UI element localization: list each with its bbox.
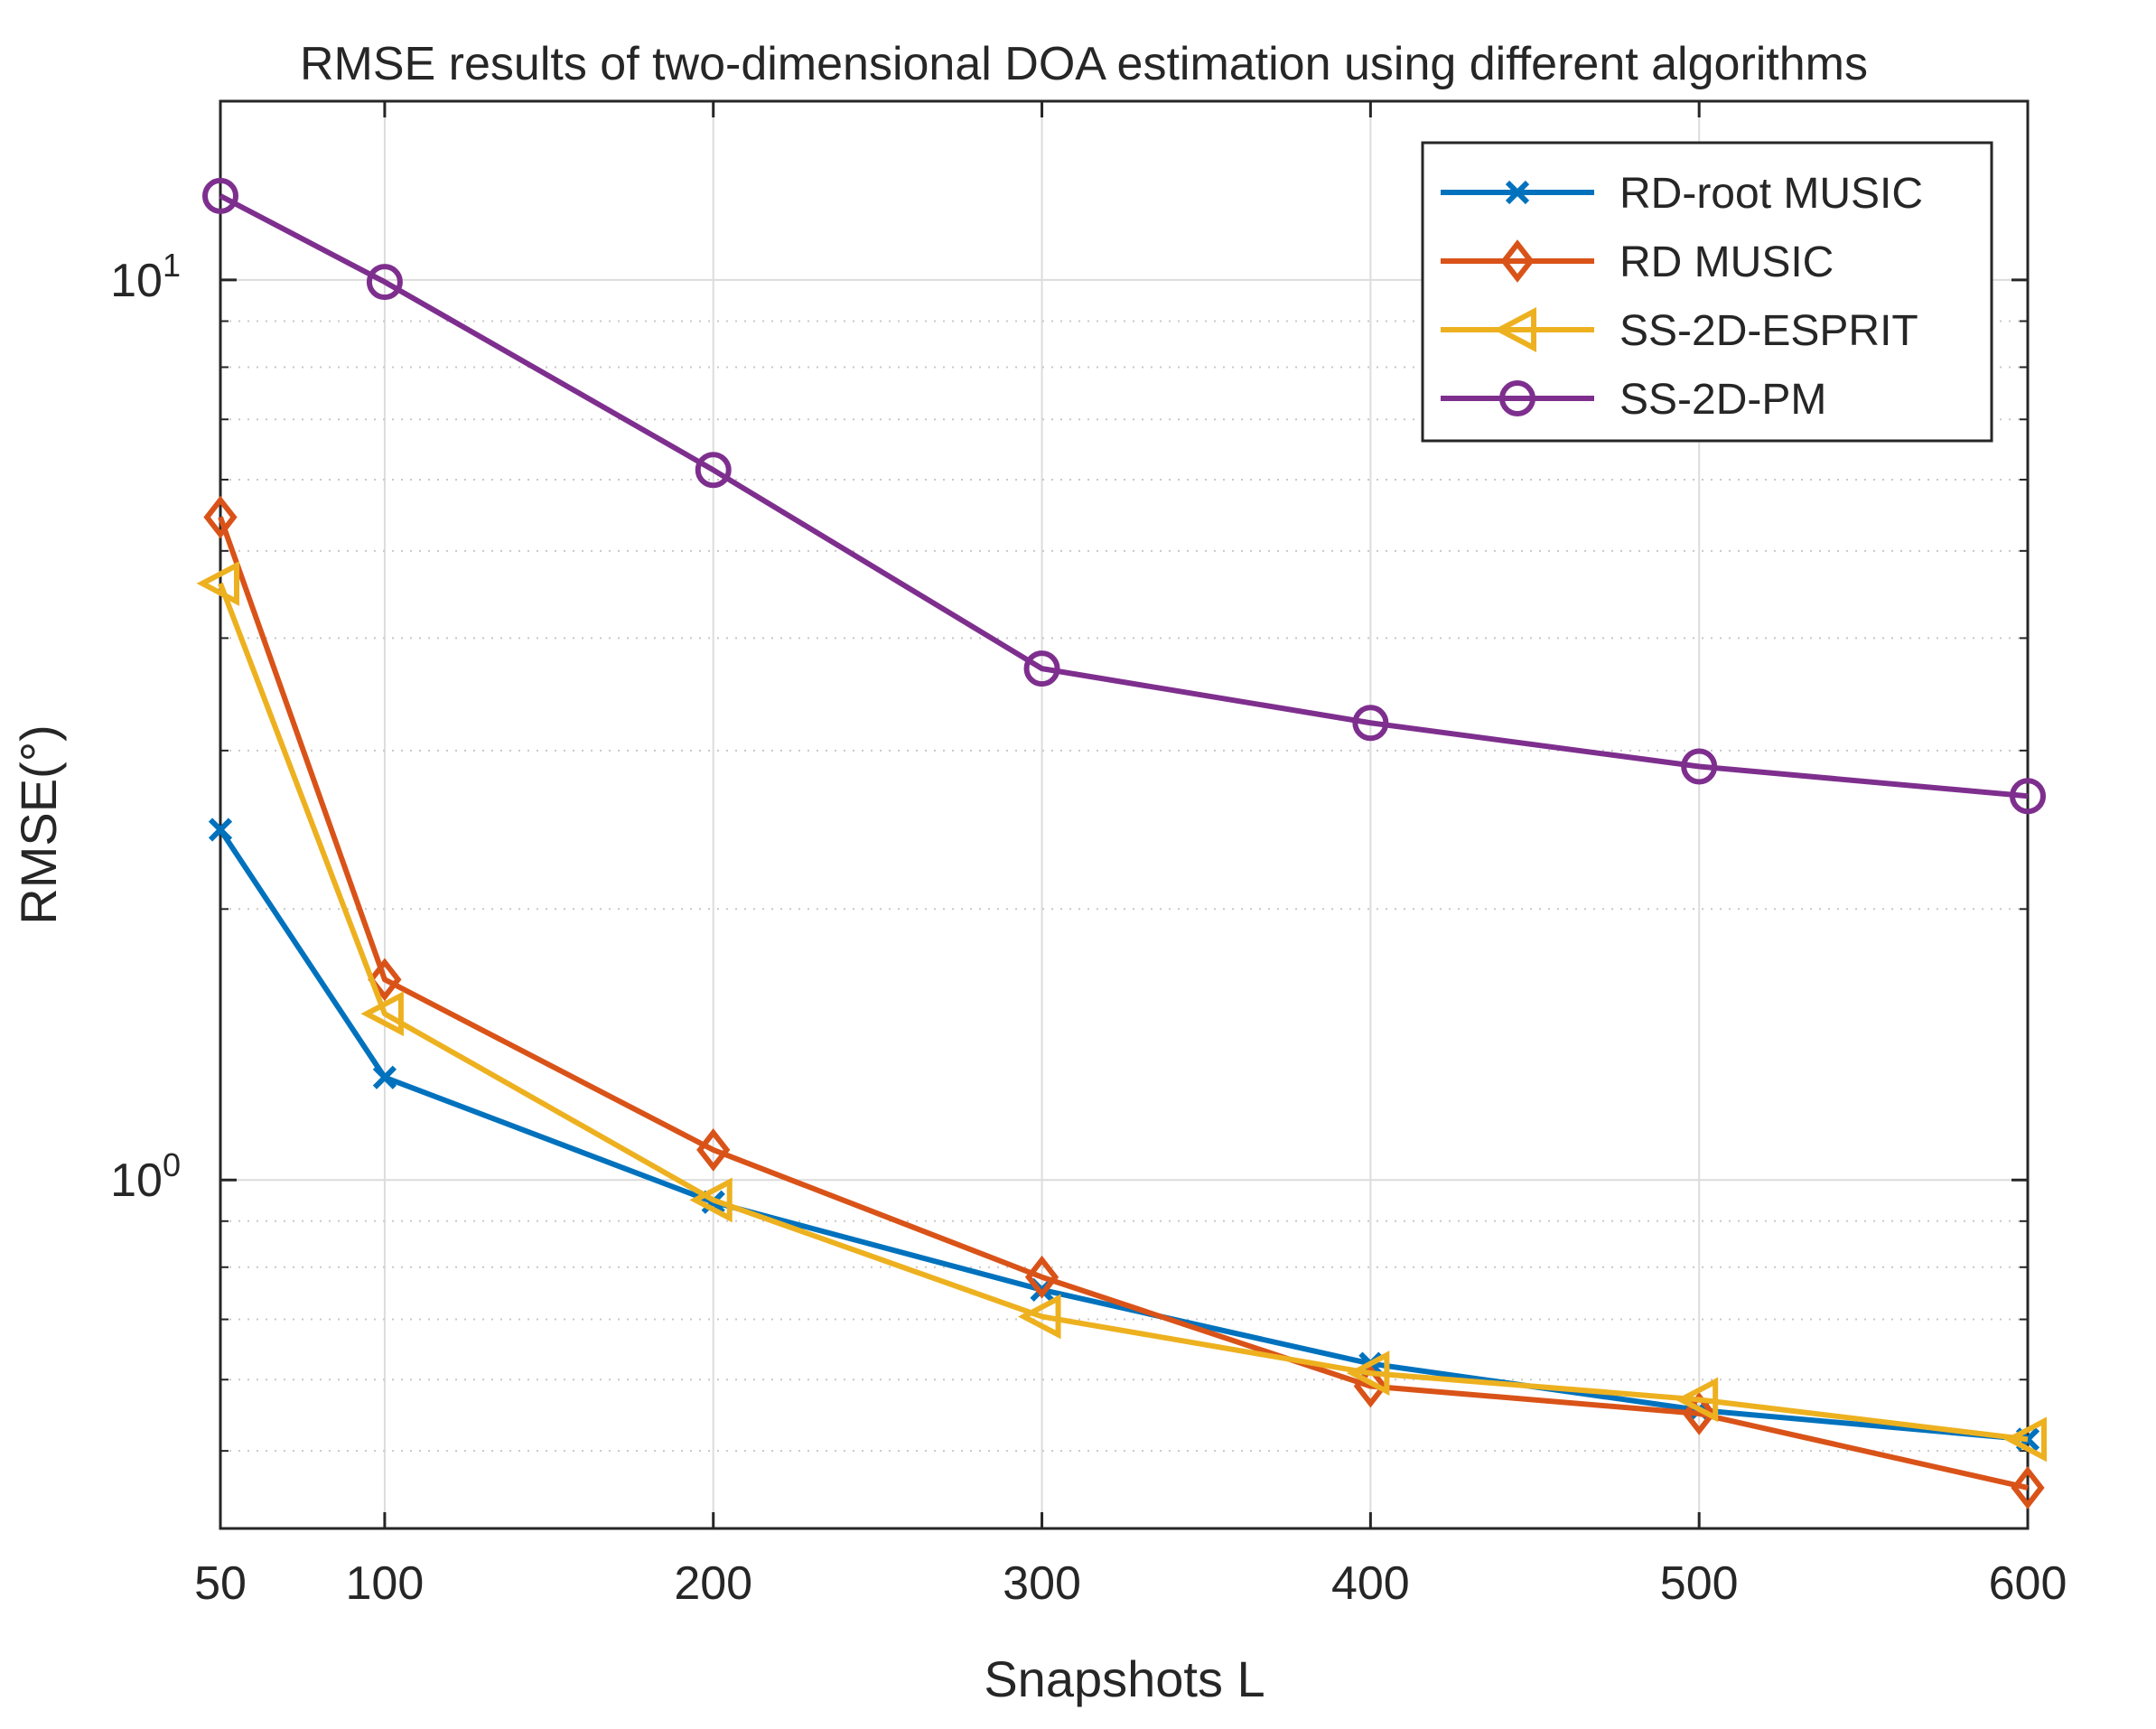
x-tick-label: 200	[674, 1557, 752, 1610]
series-rd-root-music	[208, 818, 2040, 1452]
x-tick-label: 400	[1331, 1557, 1410, 1610]
y-axis-label: RMSE(°)	[10, 724, 67, 924]
marker-triangle-left	[1493, 307, 1536, 352]
marker-triangle-left	[196, 560, 239, 606]
legend-label: SS-2D-PM	[1619, 376, 1826, 424]
x-tick-label: 300	[1003, 1557, 1081, 1610]
legend-item: SS-2D-ESPRIT	[1441, 307, 1918, 355]
chart-title: RMSE results of two-dimensional DOA esti…	[300, 38, 1868, 90]
marker-circle	[202, 177, 238, 214]
marker-x	[372, 1065, 397, 1089]
x-tick-label: 600	[1989, 1557, 2067, 1610]
marker-triangle-left	[1346, 1350, 1390, 1397]
marker-circle	[1681, 748, 1718, 785]
marker-triangle-left	[2003, 1416, 2047, 1463]
plot-area-frame	[219, 99, 2030, 1530]
marker-triangle-left	[1675, 1377, 1719, 1423]
legend-item: SS-2D-PM	[1441, 376, 1826, 424]
marker-diamond	[203, 495, 238, 539]
series-ss-2d-esprit	[196, 560, 2047, 1463]
marker-circle	[1352, 705, 1389, 742]
y-tick-label: 100	[110, 1146, 181, 1207]
legend-label: RD MUSIC	[1619, 238, 1834, 286]
y-tick-base: 10	[110, 255, 163, 307]
series-line	[218, 582, 2029, 1443]
marker-diamond	[1682, 1392, 1716, 1435]
x-tick-label: 50	[194, 1557, 247, 1610]
legend-label: SS-2D-ESPRIT	[1619, 307, 1918, 355]
tick-marks	[219, 101, 2030, 1528]
marker-diamond	[1500, 239, 1535, 283]
x-tick-label: 500	[1660, 1557, 1739, 1610]
marker-circle	[1023, 650, 1060, 687]
marker-x	[1505, 180, 1530, 205]
series-ss-2d-pm	[202, 177, 2046, 815]
marker-diamond	[1024, 1255, 1059, 1299]
series-line	[218, 827, 2029, 1443]
marker-triangle-left	[689, 1177, 733, 1223]
marker-diamond	[696, 1128, 731, 1172]
marker-triangle-left	[360, 991, 404, 1037]
legend-label: RD-root MUSIC	[1619, 170, 1923, 218]
series-line	[218, 516, 2029, 1491]
series-layer	[196, 177, 2047, 1509]
marker-diamond	[2011, 1466, 2045, 1509]
series-rd-music	[203, 495, 2045, 1509]
x-tick-label: 100	[346, 1557, 425, 1610]
legend-item: RD MUSIC	[1441, 238, 1834, 286]
marker-circle	[1499, 380, 1535, 416]
y-tick-exponent: 1	[163, 247, 181, 284]
marker-x	[208, 818, 233, 842]
marker-circle	[695, 452, 732, 489]
marker-triangle-left	[1018, 1294, 1061, 1340]
marker-circle	[2010, 778, 2046, 815]
y-tick-exponent: 0	[163, 1146, 181, 1183]
legend-item: RD-root MUSIC	[1441, 170, 1923, 218]
y-tick-base: 10	[110, 1154, 163, 1207]
series-line	[219, 193, 2029, 799]
marker-circle	[366, 264, 403, 301]
marker-diamond	[368, 958, 402, 1002]
y-tick-label: 101	[110, 247, 181, 307]
legend: RD-root MUSIC RD MUSIC SS-2D-ESPRIT SS-2D-P…	[1421, 141, 1993, 443]
x-axis-label: Snapshots L	[984, 1650, 1265, 1707]
